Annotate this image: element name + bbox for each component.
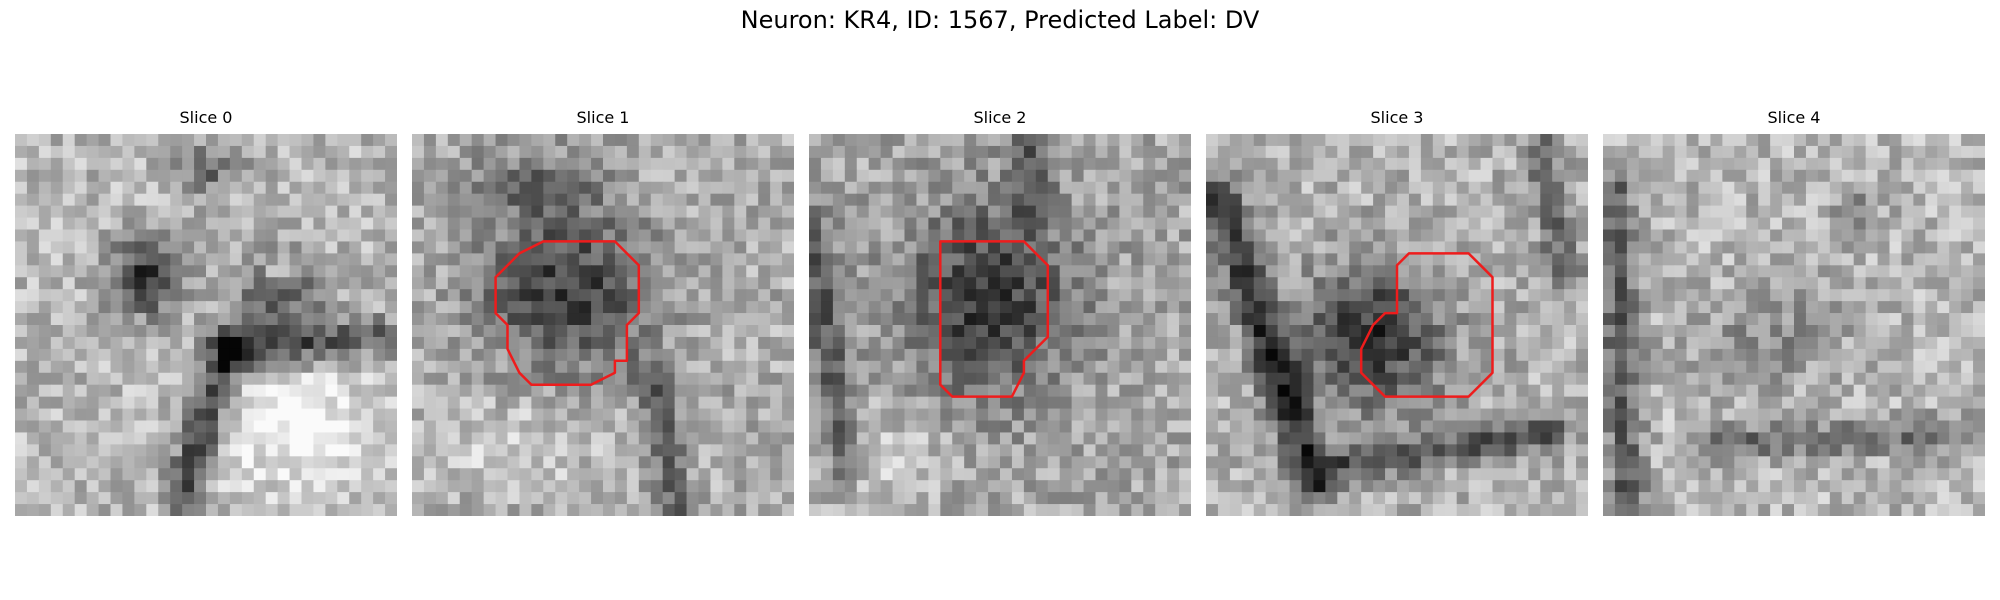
- figure-title: Neuron: KR4, ID: 1567, Predicted Label: …: [740, 6, 1260, 34]
- slice-title-3: Slice 3: [1370, 108, 1424, 127]
- pixel-grid: [1206, 134, 1588, 516]
- slice-title-0: Slice 0: [179, 108, 233, 127]
- slice-title-4: Slice 4: [1767, 108, 1821, 127]
- pixel-grid: [809, 134, 1191, 516]
- pixel-grid: [15, 134, 397, 516]
- slice-image-2: [809, 134, 1191, 516]
- slice-title-1: Slice 1: [576, 108, 630, 127]
- pixel-grid: [1603, 134, 1985, 516]
- slice-image-4: [1603, 134, 1985, 516]
- slice-image-0: [15, 134, 397, 516]
- slice-title-2: Slice 2: [973, 108, 1027, 127]
- roi-outline: [494, 240, 641, 386]
- pixel-grid: [412, 134, 794, 516]
- roi-outline: [1359, 252, 1494, 398]
- roi-outline: [939, 240, 1050, 398]
- slice-image-3: [1206, 134, 1588, 516]
- slice-image-1: [412, 134, 794, 516]
